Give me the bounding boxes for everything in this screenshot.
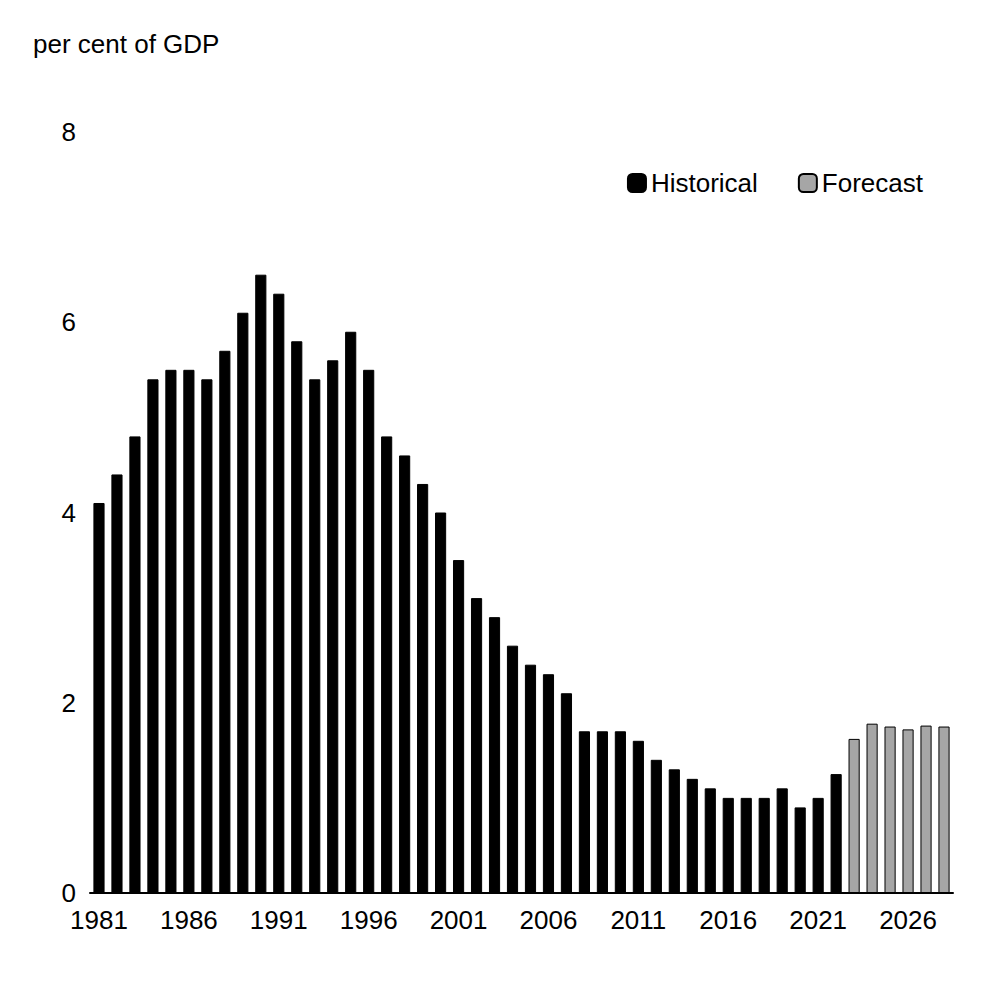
svg-text:1986: 1986 [160, 905, 218, 935]
svg-text:Historical: Historical [651, 168, 758, 198]
svg-text:2001: 2001 [430, 905, 488, 935]
svg-text:4: 4 [62, 498, 76, 528]
svg-text:2016: 2016 [699, 905, 757, 935]
svg-text:2021: 2021 [789, 905, 847, 935]
svg-text:2011: 2011 [610, 905, 666, 935]
svg-text:Forecast: Forecast [822, 168, 924, 198]
svg-text:1981: 1981 [70, 905, 128, 935]
svg-text:6: 6 [62, 307, 76, 337]
svg-text:2006: 2006 [520, 905, 578, 935]
svg-text:1991: 1991 [250, 905, 308, 935]
svg-text:per cent of GDP: per cent of GDP [33, 29, 219, 59]
svg-text:2026: 2026 [879, 905, 937, 935]
svg-text:1996: 1996 [340, 905, 398, 935]
svg-text:8: 8 [62, 117, 76, 147]
svg-text:2: 2 [62, 688, 76, 718]
svg-text:0: 0 [62, 878, 76, 908]
